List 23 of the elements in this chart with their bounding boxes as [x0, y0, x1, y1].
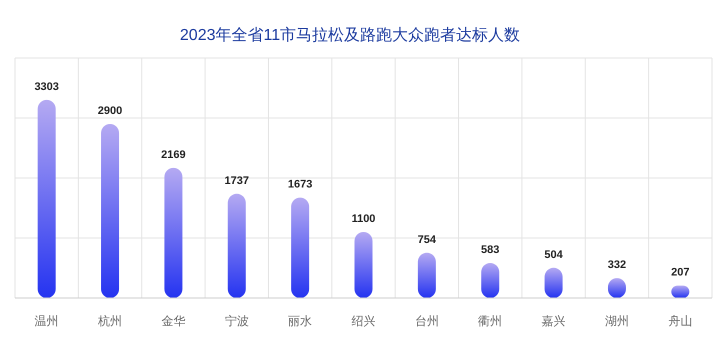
x-tick-label: 杭州 [97, 314, 122, 328]
x-tick-label: 金华 [161, 314, 186, 328]
data-label: 504 [544, 248, 564, 261]
data-label: 1737 [224, 174, 250, 187]
data-label: 3303 [34, 80, 59, 93]
data-label: 1673 [288, 178, 312, 191]
data-label: 332 [608, 259, 626, 272]
data-label: 207 [671, 266, 690, 279]
data-label: 1100 [352, 213, 376, 225]
x-tick-label: 舟山 [668, 314, 692, 328]
x-tick-label: 温州 [34, 314, 59, 328]
data-label: 583 [481, 244, 500, 256]
x-tick-label: 宁波 [224, 314, 249, 328]
data-label: 2900 [98, 105, 122, 117]
x-tick-label: 湖州 [604, 314, 629, 328]
chart-title: 2023年全省11市马拉松及路跑大众跑者达标人数 [180, 26, 520, 44]
x-tick-label: 丽水 [288, 314, 312, 328]
x-tick-label: 绍兴 [352, 314, 376, 328]
x-tick-label: 台州 [414, 314, 439, 328]
x-tick-label: 衢州 [478, 314, 502, 328]
data-label: 2169 [161, 148, 186, 161]
x-tick-label: 嘉兴 [542, 314, 566, 328]
data-label: 754 [418, 234, 437, 246]
